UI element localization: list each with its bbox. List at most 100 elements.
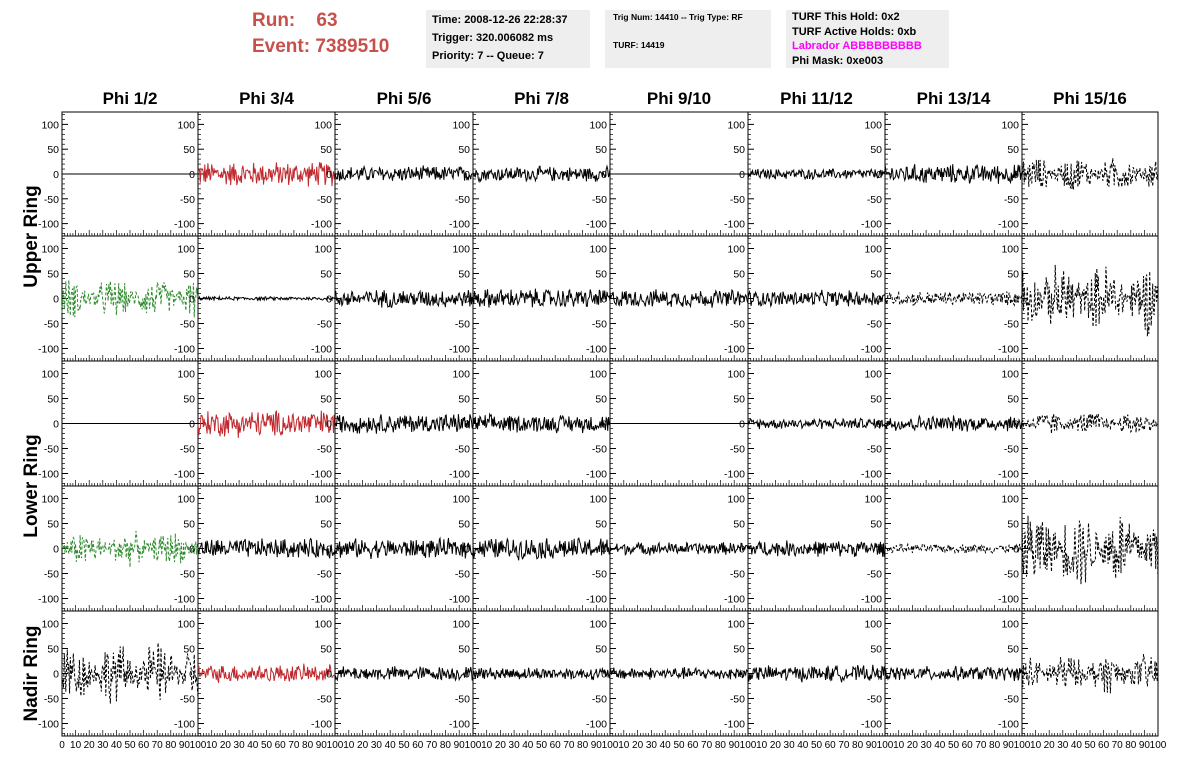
y-tick-label: -50 [455, 444, 470, 456]
y-tick-label: 50 [733, 269, 745, 281]
y-tick-label: 100 [864, 244, 882, 256]
y-tick-label: 50 [870, 519, 882, 531]
x-tick-label: 80 [302, 740, 314, 751]
y-tick-label: 0 [464, 294, 470, 306]
x-tick-label: 100 [465, 740, 482, 751]
y-tick-label: 100 [452, 119, 470, 131]
y-tick-label: -100 [724, 719, 745, 731]
y-tick-label: -50 [867, 694, 882, 706]
y-tick-label: 100 [314, 119, 332, 131]
y-tick-label: -50 [1004, 444, 1019, 456]
y-tick-label: 50 [183, 519, 195, 531]
waveform-trace [884, 290, 1023, 307]
y-tick-label: -50 [592, 569, 607, 581]
column-header: Phi 1/2 [103, 89, 158, 108]
y-tick-label: 100 [1001, 369, 1019, 381]
y-tick-label: 0 [189, 419, 195, 431]
y-tick-label: -100 [449, 594, 470, 606]
y-tick-label: -100 [449, 219, 470, 231]
y-tick-label: 100 [1001, 119, 1019, 131]
y-tick-label: -50 [1004, 569, 1019, 581]
x-tick-label: 50 [398, 740, 410, 751]
y-tick-label: -100 [311, 594, 332, 606]
x-tick-label: 90 [1003, 740, 1015, 751]
y-tick-label: -50 [592, 194, 607, 206]
y-tick-label: 100 [727, 369, 745, 381]
y-tick-label: -50 [44, 319, 59, 331]
x-tick-label: 100 [877, 740, 894, 751]
x-tick-label: 50 [261, 740, 273, 751]
y-tick-label: 0 [53, 169, 59, 181]
y-tick-label: 0 [601, 169, 607, 181]
event-label: Event: [252, 36, 311, 57]
x-tick-label: 100 [327, 740, 344, 751]
y-tick-label: -100 [586, 219, 607, 231]
y-tick-label: -50 [867, 194, 882, 206]
y-tick-label: 100 [41, 619, 59, 631]
waveform-trace [472, 412, 611, 434]
x-tick-label: 10 [893, 740, 905, 751]
x-tick-label: 70 [152, 740, 164, 751]
x-tick-label: 10 [343, 740, 355, 751]
x-tick-label: 30 [921, 740, 933, 751]
y-tick-label: 50 [320, 644, 332, 656]
y-tick-label: 100 [589, 119, 607, 131]
y-tick-label: -100 [311, 469, 332, 481]
waveform-trace [472, 666, 611, 681]
y-tick-label: 100 [41, 369, 59, 381]
run-event-box: Run: 63 Event: 7389510 [252, 8, 422, 66]
y-tick-label: 0 [53, 294, 59, 306]
time-text: Time: 2008-12-26 22:28:37 [432, 14, 568, 26]
y-tick-label: 0 [601, 419, 607, 431]
y-tick-label: -50 [1004, 194, 1019, 206]
y-tick-label: -50 [180, 569, 195, 581]
y-tick-label: -100 [174, 594, 195, 606]
turf-text: TURF: 14419 [613, 40, 665, 50]
turf-this-hold-text: TURF This Hold: 0x2 [792, 11, 900, 23]
waveform-trace [197, 663, 336, 683]
plot-frame [1021, 360, 1159, 487]
y-tick-label: 50 [320, 269, 332, 281]
y-tick-label: 0 [601, 669, 607, 681]
y-tick-label: -100 [861, 719, 882, 731]
y-tick-label: 50 [733, 394, 745, 406]
x-tick-label: 60 [138, 740, 150, 751]
y-tick-label: 0 [739, 544, 745, 556]
y-tick-label: -50 [730, 319, 745, 331]
x-tick-label: 50 [673, 740, 685, 751]
y-tick-label: 100 [589, 244, 607, 256]
y-tick-label: -100 [724, 469, 745, 481]
y-tick-label: 0 [601, 294, 607, 306]
run-row: Run: 63 [252, 8, 422, 34]
waveform-trace [334, 536, 474, 559]
y-tick-label: 100 [727, 244, 745, 256]
y-tick-label: 0 [189, 169, 195, 181]
x-tick-label: 90 [1139, 740, 1151, 751]
y-tick-label: 50 [47, 269, 59, 281]
x-tick-label: 20 [357, 740, 369, 751]
x-tick-label: 40 [385, 740, 397, 751]
x-tick-label: 10 [481, 740, 493, 751]
x-tick-label: 70 [838, 740, 850, 751]
y-tick-label: 0 [1013, 544, 1019, 556]
y-tick-label: -50 [317, 444, 332, 456]
x-tick-label: 10 [618, 740, 630, 751]
x-tick-label: 30 [234, 740, 246, 751]
y-tick-label: 50 [458, 144, 470, 156]
y-tick-label: 0 [464, 669, 470, 681]
y-tick-label: 50 [595, 269, 607, 281]
y-tick-label: 0 [189, 294, 195, 306]
y-tick-label: 100 [727, 619, 745, 631]
waveform-trace [334, 414, 474, 434]
y-tick-label: -50 [867, 319, 882, 331]
waveform-trace [747, 664, 886, 683]
waveform-trace [61, 642, 199, 704]
y-tick-label: -100 [311, 219, 332, 231]
x-tick-label: 40 [247, 740, 259, 751]
waveform-trace [197, 410, 336, 438]
x-tick-label: 40 [1071, 740, 1083, 751]
x-tick-label: 10 [756, 740, 768, 751]
y-tick-label: -50 [730, 194, 745, 206]
y-tick-label: 50 [595, 644, 607, 656]
x-tick-label: 60 [1098, 740, 1110, 751]
